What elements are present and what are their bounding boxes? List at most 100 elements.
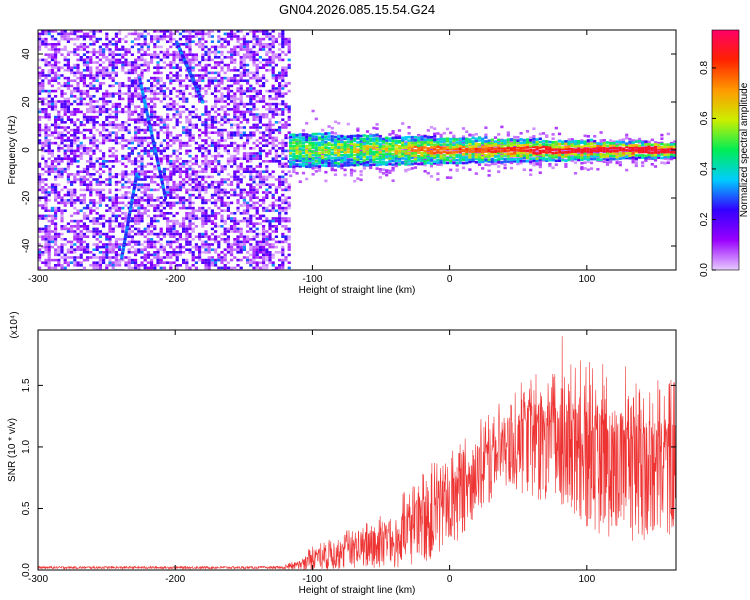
- spectrogram-cell: [207, 165, 211, 168]
- spectrogram-cell: [194, 56, 198, 59]
- spectrogram-cell: [102, 245, 106, 249]
- spectrogram-cell: [271, 256, 275, 259]
- spectrogram-cell: [92, 121, 96, 124]
- spectrogram-cell: [82, 144, 86, 147]
- spectrogram-cell: [63, 48, 67, 51]
- spectrogram-cell: [353, 145, 357, 148]
- spectrogram-cell: [198, 79, 202, 82]
- spectrogram-cell: [41, 97, 45, 101]
- spectrogram-cell: [114, 240, 118, 244]
- spectrogram-cell: [324, 179, 328, 183]
- spectrogram-cell: [54, 105, 58, 108]
- spectrogram-cell: [143, 178, 147, 181]
- spectrogram-cell: [249, 58, 253, 62]
- spectrogram-cell: [172, 115, 176, 119]
- spectrogram-cell: [134, 32, 138, 36]
- spectrogram-cell: [38, 43, 42, 46]
- spectrogram-cell: [121, 48, 125, 51]
- spectrogram-cell: [63, 157, 67, 160]
- spectrogram-cell: [66, 37, 70, 41]
- spectrogram-cell: [220, 167, 224, 171]
- spectrogram-cell: [89, 71, 93, 75]
- spectrogram-cell: [54, 243, 58, 246]
- spectrogram-cell: [57, 245, 61, 249]
- spectrogram-cell: [175, 240, 179, 244]
- spectrogram-cell: [57, 32, 61, 36]
- spectrogram-cell: [102, 199, 106, 202]
- spectrogram-cell: [271, 115, 275, 119]
- spectrogram-cell: [172, 66, 176, 69]
- spectrogram-cell: [89, 74, 93, 77]
- spectrogram-cell: [82, 167, 86, 171]
- spectrogram-cell: [178, 115, 182, 119]
- spectrogram-cell: [246, 87, 250, 90]
- spectrogram-cell: [258, 214, 262, 218]
- spectrogram-cell: [223, 193, 227, 197]
- spectrogram-cell: [292, 158, 296, 162]
- spectrogram-cell: [239, 115, 243, 119]
- spectrogram-cell: [178, 167, 182, 171]
- spectrogram-cell: [268, 121, 272, 124]
- spectrogram-cell: [105, 266, 109, 270]
- spectrogram-cell: [86, 217, 90, 220]
- spectrogram-cell: [140, 204, 144, 207]
- spectrogram-cell: [92, 35, 96, 38]
- spectrogram-cell: [92, 167, 96, 171]
- spectrogram-cell: [274, 95, 278, 98]
- spectrogram-cell: [223, 209, 227, 212]
- spectrogram-cell: [118, 245, 122, 249]
- spectrogram-cell: [246, 193, 250, 197]
- spectrogram-cell: [268, 56, 272, 59]
- spectrogram-cell: [281, 261, 285, 264]
- spectrogram-cell: [89, 186, 93, 189]
- spectrogram-cell: [60, 102, 64, 106]
- spectrogram-cell: [226, 261, 230, 264]
- spectrogram-cell: [239, 266, 243, 270]
- spectrogram-cell: [349, 140, 354, 143]
- spectrogram-cell: [249, 245, 253, 249]
- spectrogram-cell: [265, 219, 269, 223]
- spectrogram-cell: [330, 146, 334, 149]
- spectrogram-cell: [220, 178, 224, 181]
- spectrogram-cell: [185, 264, 189, 267]
- spectrogram-cell: [63, 100, 67, 103]
- spectrogram-cell: [98, 45, 102, 49]
- spectrogram-cell: [182, 261, 186, 264]
- spectrogram-cell: [185, 40, 189, 43]
- spectrogram-cell: [333, 148, 338, 152]
- spectrogram-cell: [214, 79, 218, 82]
- spectrogram-cell: [86, 178, 90, 181]
- spectrogram-cell: [220, 154, 224, 158]
- spectrogram-cell: [233, 108, 237, 111]
- spectrogram-cell: [191, 115, 195, 119]
- spectrogram-cell: [60, 147, 64, 150]
- spectrogram-cell: [153, 204, 157, 207]
- spectrogram-cell: [140, 115, 144, 119]
- spectrogram-cell: [242, 69, 246, 72]
- spectrogram-cell: [198, 30, 202, 33]
- spectrogram-cell: [198, 32, 202, 36]
- spectrogram-cell: [271, 113, 275, 116]
- spectrogram-cell: [287, 266, 291, 270]
- spectrogram-cell: [169, 253, 173, 257]
- spectrogram-cell: [337, 146, 341, 149]
- spectrogram-cell: [255, 170, 259, 173]
- spectrogram-cell: [278, 58, 282, 62]
- spectrogram-cell: [194, 95, 198, 98]
- spectrogram-cell: [207, 79, 211, 82]
- spectrogram-cell: [89, 264, 93, 267]
- spectrogram-cell: [127, 154, 131, 158]
- spectrogram-cell: [239, 196, 243, 199]
- spectrogram-cell: [130, 170, 134, 173]
- spectrogram-cell: [121, 183, 125, 186]
- spectrogram-cell: [172, 183, 176, 186]
- spectrogram-cell: [38, 199, 42, 202]
- spectrogram-cell: [185, 266, 189, 270]
- spectrogram-cell: [204, 71, 208, 75]
- spectrogram-cell: [214, 264, 218, 267]
- spectrogram-cell: [156, 149, 160, 153]
- spectrogram-cell: [169, 89, 173, 93]
- spectrogram-cell: [327, 152, 331, 155]
- spectrogram-cell: [47, 245, 51, 249]
- spectrogram-cell: [284, 201, 288, 205]
